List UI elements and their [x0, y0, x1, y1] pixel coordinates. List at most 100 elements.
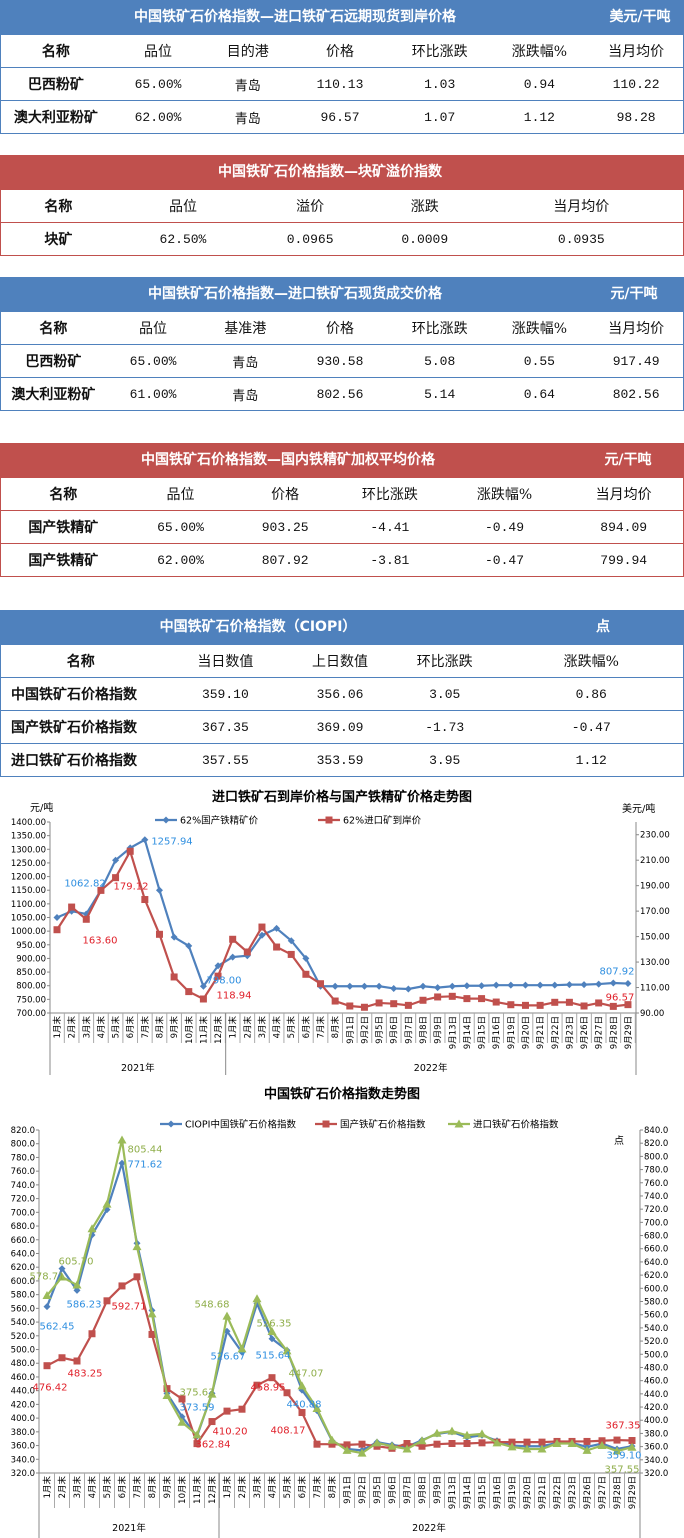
table-cell: 110.22: [612, 76, 660, 92]
data-point: [222, 1311, 232, 1320]
data-label: 362.84: [196, 1440, 231, 1451]
series-line-3: [46, 1139, 633, 1455]
column-header: 品位: [139, 321, 168, 337]
table-cell: 0.0965: [286, 231, 334, 247]
column-header: 价格: [325, 44, 354, 60]
row-name: 澳大利亚粉矿: [13, 110, 98, 126]
data-point: [462, 1430, 472, 1439]
category-label: 8月末: [154, 1016, 165, 1039]
data-point: [87, 1224, 97, 1233]
category-label: 11月末: [198, 1016, 209, 1044]
left-tick-label: 820.0: [11, 1126, 35, 1136]
left-tick-label: 640.0: [11, 1249, 35, 1259]
category-label: 9月6日: [390, 1016, 400, 1044]
data-point: [58, 1265, 66, 1273]
category-label: 9月27日: [595, 1016, 605, 1049]
data-point: [258, 931, 266, 939]
data-point: [155, 930, 163, 938]
category-label: 6月末: [117, 1476, 128, 1499]
left-tick-label: 660.0: [11, 1236, 35, 1246]
row-name: 巴西粉矿: [27, 77, 84, 93]
table-row: 块矿 62.50% 0.0965 0.0009 0.0935: [0, 223, 684, 256]
category-label: 9月26日: [580, 1016, 590, 1049]
data-point: [178, 1395, 186, 1403]
left-tick-label: 460.0: [11, 1373, 35, 1383]
column-header: 品位: [166, 487, 195, 503]
table-row: 澳大利亚粉矿 61.00% 青岛 802.56 5.14 0.64 802.56: [0, 378, 684, 411]
data-point: [536, 981, 544, 989]
table-cell: 青岛: [232, 355, 259, 371]
category-label: 2月末: [57, 1476, 68, 1499]
left-tick-label: 1050.00: [11, 914, 46, 924]
data-label: 483.25: [68, 1369, 103, 1380]
data-point: [298, 1409, 306, 1417]
data-point: [434, 984, 442, 992]
data-point: [331, 997, 339, 1005]
table-cell: 0.0935: [557, 231, 605, 247]
data-point: [537, 1444, 547, 1453]
left-tick-label: 900.00: [16, 954, 46, 964]
data-label: 798.00: [207, 976, 242, 987]
table-cell: 5.08: [424, 353, 456, 369]
data-point: [463, 995, 471, 1003]
data-point: [419, 996, 427, 1004]
category-label: 9月14日: [463, 1016, 473, 1049]
right-tick-label: 150.00: [640, 933, 670, 943]
legend-label: 62%国产铁精矿价: [180, 815, 259, 827]
data-point: [253, 1381, 261, 1389]
left-tick-label: 800.00: [16, 982, 46, 992]
table-cell: -4.41: [370, 519, 410, 535]
data-point: [432, 1428, 442, 1437]
category-label: 9月7日: [403, 1476, 413, 1504]
category-label: 2月末: [237, 1476, 248, 1499]
legend-marker: [167, 1120, 175, 1128]
data-point: [580, 981, 588, 989]
data-label: 458.95: [251, 1383, 286, 1394]
table-cell: 357.55: [201, 752, 249, 768]
row-name: 国产铁精矿: [28, 520, 99, 536]
data-point: [357, 1448, 367, 1457]
data-point: [478, 995, 486, 1003]
legend-label: 国产铁矿石价格指数: [340, 1119, 426, 1131]
data-point: [199, 995, 207, 1003]
data-label: 605.70: [59, 1257, 94, 1268]
left-tick-label: 1350.00: [11, 832, 46, 842]
table-header-row: 名称 品位 溢价 涨跌 当月均价: [0, 190, 684, 223]
legend-label: CIOPI中国铁矿石价格指数: [185, 1119, 296, 1131]
category-label: 9月21日: [538, 1476, 548, 1509]
data-point: [448, 1440, 456, 1448]
group-label: 2021年: [112, 1522, 146, 1534]
category-label: 5月末: [111, 1016, 122, 1039]
data-point: [372, 1438, 382, 1447]
data-label: 357.55: [605, 1465, 640, 1476]
category-label: 1月末: [52, 1016, 63, 1039]
data-point: [283, 1389, 291, 1397]
right-axis-unit: 美元/吨: [622, 802, 655, 815]
category-label: 6月末: [125, 1016, 136, 1039]
category-label: 7月末: [316, 1016, 327, 1039]
column-header: 当月均价: [595, 487, 652, 503]
data-point: [628, 1437, 636, 1445]
legend-label: 进口铁矿石价格指数: [473, 1119, 559, 1131]
table-cell: 65.00%: [134, 76, 182, 92]
data-point: [287, 950, 295, 958]
column-header: 品位: [144, 44, 173, 60]
data-point: [523, 1438, 531, 1446]
table-cell: -0.47: [485, 552, 525, 568]
data-point: [609, 979, 617, 987]
row-name: 国产铁矿石价格指数: [11, 720, 137, 736]
left-tick-label: 850.00: [16, 968, 46, 978]
table-cell: 61.00%: [129, 386, 177, 402]
table-cell: 369.09: [316, 719, 364, 735]
left-axis-unit: 元/吨: [30, 801, 53, 814]
table-cell: 3.05: [429, 686, 461, 702]
left-tick-label: 1300.00: [11, 845, 46, 855]
data-point: [360, 1003, 368, 1011]
column-header: 上日数值: [312, 654, 368, 670]
category-label: 10月末: [184, 1016, 195, 1044]
data-point: [68, 903, 76, 911]
data-point: [163, 1385, 171, 1393]
left-tick-label: 380.0: [11, 1428, 35, 1438]
category-label: 9月8日: [418, 1476, 428, 1504]
data-point: [103, 1297, 111, 1305]
